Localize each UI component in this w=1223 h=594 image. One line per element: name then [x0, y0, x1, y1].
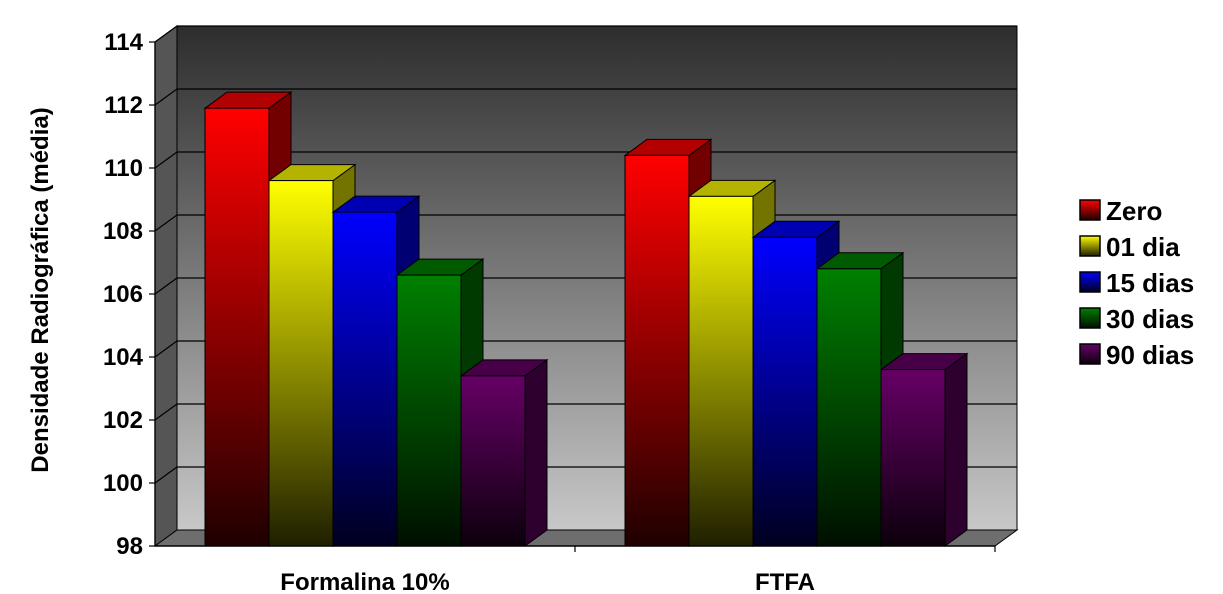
bar-front	[624, 154, 690, 547]
bar	[879, 352, 969, 547]
bar	[459, 358, 549, 547]
y-tick-label: 104	[103, 344, 144, 371]
y-tick-label: 112	[104, 92, 143, 119]
legend: Zero 01 dia 15 dias 30 dias 90 dias	[1079, 196, 1194, 370]
y-tick-label: 108	[103, 218, 143, 245]
legend-item: 01 dia	[1079, 232, 1180, 262]
bar-front	[460, 375, 526, 547]
bar-front	[396, 274, 462, 547]
legend-swatch	[1079, 307, 1101, 329]
bar-front	[752, 236, 818, 547]
bar-front	[332, 211, 398, 547]
gridline	[154, 151, 1017, 169]
y-tick-label: 110	[104, 155, 143, 182]
y-tick-label: 100	[103, 470, 143, 497]
legend-item: 30 dias	[1079, 304, 1194, 334]
bar-front	[688, 195, 754, 547]
bar-side	[944, 352, 968, 547]
bar-side	[524, 358, 548, 547]
legend-label: 90 dias	[1106, 340, 1194, 370]
y-tick-labels: 98 100 102 104 106 108 110 112 114	[103, 29, 144, 560]
y-tick-label: 114	[104, 29, 143, 56]
x-tick-label: Formalina 10%	[280, 569, 449, 594]
legend-label: Zero	[1106, 196, 1162, 226]
y-tick-label: 106	[103, 281, 143, 308]
bars	[203, 91, 969, 547]
legend-item: 15 dias	[1079, 268, 1194, 298]
legend-item: 90 dias	[1079, 340, 1194, 370]
y-axis-label: Densidade Radiográfica (média)	[27, 107, 54, 472]
y-tick-label: 102	[103, 407, 143, 434]
gridline	[154, 88, 1017, 106]
bar-front	[268, 180, 334, 547]
legend-label: 30 dias	[1106, 304, 1194, 334]
bar-front	[816, 268, 882, 547]
bar-front	[204, 107, 270, 547]
legend-swatch	[1079, 199, 1101, 221]
x-tick-labels: Formalina 10% FTFA	[280, 569, 815, 594]
legend-swatch	[1079, 271, 1101, 293]
legend-swatch	[1079, 343, 1101, 365]
legend-label: 15 dias	[1106, 268, 1194, 298]
legend-label: 01 dia	[1106, 232, 1180, 262]
bar-front	[880, 369, 946, 547]
legend-item: Zero	[1079, 196, 1162, 226]
gridline	[154, 25, 1017, 43]
x-tick-label: FTFA	[755, 569, 815, 594]
legend-swatch	[1079, 235, 1101, 257]
y-tick-label: 98	[116, 533, 143, 560]
